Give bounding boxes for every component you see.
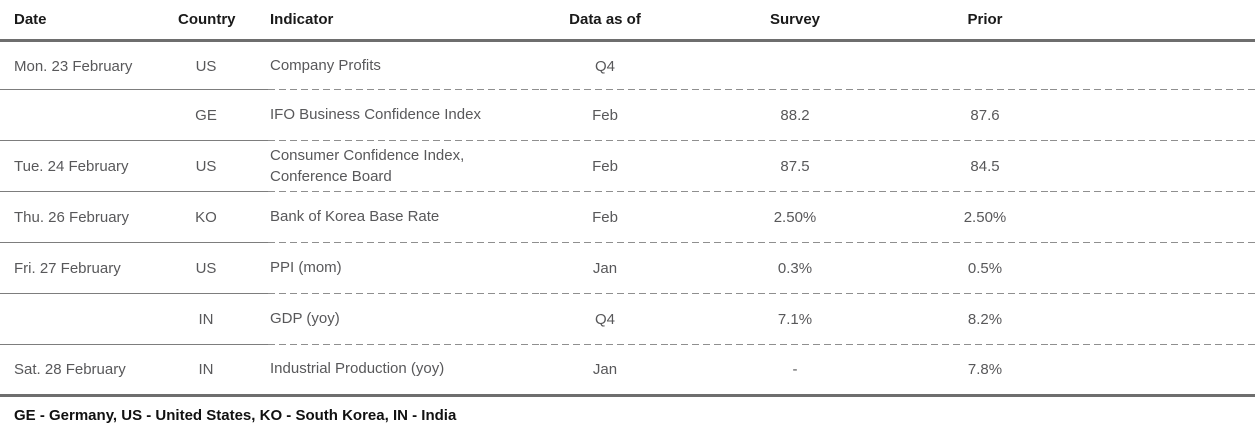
cell-country: US	[178, 243, 268, 294]
cell-date: Fri. 27 February	[0, 243, 178, 294]
cell-filler	[1050, 243, 1255, 294]
cell-prior	[920, 40, 1050, 90]
cell-country: GE	[178, 90, 268, 141]
column-header-filler	[1050, 0, 1255, 42]
economic-calendar-table: Date Country Indicator Data as of Survey…	[0, 0, 1255, 397]
cell-country: US	[178, 141, 268, 192]
cell-prior: 8.2%	[920, 294, 1050, 345]
cell-country: KO	[178, 192, 268, 243]
cell-filler	[1050, 40, 1255, 90]
cell-prior: 0.5%	[920, 243, 1050, 294]
cell-data-as-of: Q4	[540, 40, 670, 90]
cell-survey: 7.1%	[670, 294, 920, 345]
cell-date: Sat. 28 February	[0, 345, 178, 397]
cell-survey: 0.3%	[670, 243, 920, 294]
cell-prior: 2.50%	[920, 192, 1050, 243]
country-code-legend: GE - Germany, US - United States, KO - S…	[14, 407, 457, 424]
cell-filler	[1050, 294, 1255, 345]
table-row: Thu. 26 February KO Bank of Korea Base R…	[0, 192, 1255, 243]
cell-country: IN	[178, 294, 268, 345]
cell-date	[0, 294, 178, 345]
column-header-survey: Survey	[670, 0, 920, 42]
cell-date: Mon. 23 February	[0, 40, 178, 90]
column-header-indicator: Indicator	[268, 0, 540, 42]
table-header-row: Date Country Indicator Data as of Survey…	[0, 0, 1255, 42]
cell-prior: 7.8%	[920, 345, 1050, 397]
cell-date: Tue. 24 February	[0, 141, 178, 192]
cell-prior: 87.6	[920, 90, 1050, 141]
table-row: Sat. 28 February IN Industrial Productio…	[0, 345, 1255, 397]
cell-indicator: Company Profits	[268, 40, 540, 90]
cell-indicator: GDP (yoy)	[268, 294, 540, 345]
cell-filler	[1050, 192, 1255, 243]
cell-prior: 84.5	[920, 141, 1050, 192]
column-header-prior: Prior	[920, 0, 1050, 42]
cell-data-as-of: Feb	[540, 192, 670, 243]
cell-country: IN	[178, 345, 268, 397]
table-row: Fri. 27 February US PPI (mom) Jan 0.3% 0…	[0, 243, 1255, 294]
table-row: Mon. 23 February US Company Profits Q4	[0, 40, 1255, 90]
cell-indicator: IFO Business Confidence Index	[268, 90, 540, 141]
cell-filler	[1050, 90, 1255, 141]
cell-survey: 88.2	[670, 90, 920, 141]
table-row: GE IFO Business Confidence Index Feb 88.…	[0, 90, 1255, 141]
cell-data-as-of: Feb	[540, 90, 670, 141]
table-row: Tue. 24 February US Consumer Confidence …	[0, 141, 1255, 192]
cell-date	[0, 90, 178, 141]
cell-indicator: Industrial Production (yoy)	[268, 345, 540, 397]
cell-data-as-of: Jan	[540, 243, 670, 294]
cell-survey: 87.5	[670, 141, 920, 192]
cell-indicator: Bank of Korea Base Rate	[268, 192, 540, 243]
cell-indicator: PPI (mom)	[268, 243, 540, 294]
cell-country: US	[178, 40, 268, 90]
cell-date: Thu. 26 February	[0, 192, 178, 243]
column-header-date: Date	[0, 0, 178, 42]
cell-filler	[1050, 141, 1255, 192]
cell-data-as-of: Q4	[540, 294, 670, 345]
cell-indicator: Consumer Confidence Index, Conference Bo…	[268, 141, 540, 192]
cell-survey: -	[670, 345, 920, 397]
cell-filler	[1050, 345, 1255, 397]
cell-survey: 2.50%	[670, 192, 920, 243]
cell-data-as-of: Feb	[540, 141, 670, 192]
cell-survey	[670, 40, 920, 90]
column-header-data-as-of: Data as of	[540, 0, 670, 42]
table-row: IN GDP (yoy) Q4 7.1% 8.2%	[0, 294, 1255, 345]
column-header-country: Country	[178, 0, 268, 42]
cell-data-as-of: Jan	[540, 345, 670, 397]
